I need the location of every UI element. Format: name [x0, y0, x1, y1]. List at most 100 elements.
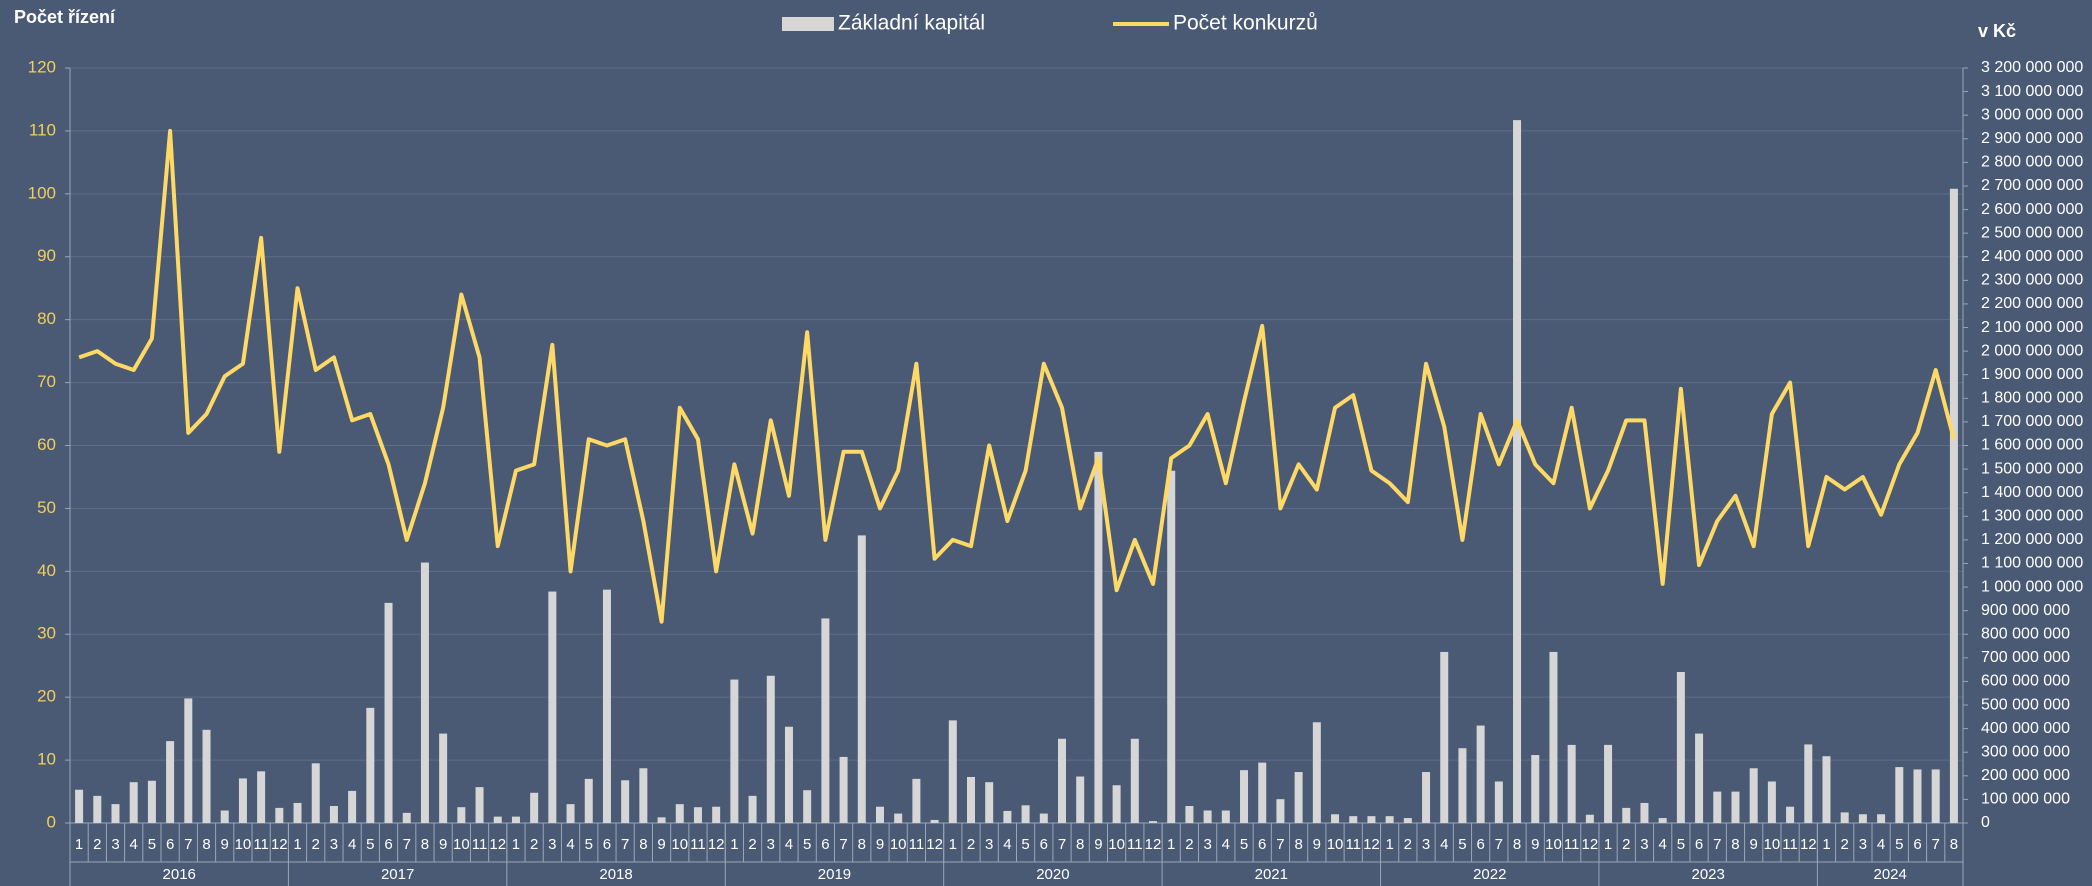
y2-tick-label: 1 100 000 000: [1981, 555, 2083, 572]
bar: [1076, 776, 1085, 823]
bar: [1003, 810, 1012, 823]
x-tick-label: 6: [1913, 836, 1921, 853]
x-tick-label: 5: [366, 836, 374, 853]
bar: [93, 795, 102, 823]
x-tick-label: 9: [1313, 836, 1321, 853]
left-axis-title: Počet řízení: [14, 7, 116, 27]
x-tick-label: 6: [384, 836, 392, 853]
y2-tick-label: 1 900 000 000: [1981, 366, 2083, 383]
x-tick-label: 4: [1658, 836, 1666, 853]
x-tick-label: 5: [1458, 836, 1466, 853]
y2-tick-label: 700 000 000: [1981, 649, 2070, 666]
bar: [402, 812, 411, 823]
y2-tick-label: 1 500 000 000: [1981, 460, 2083, 477]
y2-tick-label: 2 700 000 000: [1981, 177, 2083, 194]
line: [78, 128, 1956, 624]
bar: [1949, 188, 1958, 824]
x-tick-label: 12: [1145, 836, 1162, 853]
x-tick-label: 7: [1713, 836, 1721, 853]
bar: [1112, 785, 1121, 823]
x-tick-label: 8: [858, 836, 866, 853]
bar: [1713, 791, 1722, 823]
x-tick-label: 2: [967, 836, 975, 853]
x-tick-label: 10: [453, 836, 470, 853]
x-tick-label: 11: [1564, 836, 1580, 853]
y2-tick-label: 600 000 000: [1981, 673, 2070, 690]
bar: [675, 804, 684, 823]
bar: [1731, 791, 1740, 823]
y2-tick-label: 2 900 000 000: [1981, 130, 2083, 147]
bar: [584, 778, 593, 823]
x-tick-label: 7: [839, 836, 847, 853]
bar: [1585, 814, 1594, 823]
bar: [1403, 818, 1412, 823]
bar: [311, 763, 320, 823]
x-tick-label: 11: [1127, 836, 1143, 853]
x-tick-label: 12: [926, 836, 943, 853]
x-tick-label: 9: [439, 836, 447, 853]
bar: [1604, 744, 1613, 823]
x-tick-label: 6: [603, 836, 611, 853]
bar: [439, 733, 448, 823]
bar: [875, 806, 884, 823]
bar: [1039, 813, 1048, 823]
x-tick-label: 4: [348, 836, 356, 853]
y2-tick-label: 3 100 000 000: [1981, 83, 2083, 100]
x-group-label: 2024: [1874, 866, 1907, 883]
x-tick-label: 12: [1363, 836, 1380, 853]
bar: [1549, 651, 1558, 823]
y2-tick-label: 2 100 000 000: [1981, 319, 2083, 336]
x-tick-label: 2: [312, 836, 320, 853]
y2-tick-label: 100 000 000: [1981, 791, 2070, 808]
y2-tick-label: 2 600 000 000: [1981, 201, 2083, 218]
bar: [1021, 805, 1030, 823]
bar: [1276, 799, 1285, 823]
bar: [475, 787, 484, 823]
y2-tick-label: 200 000 000: [1981, 767, 2070, 784]
bar: [566, 804, 575, 823]
bar: [1476, 725, 1485, 823]
y2-tick-label: 2 500 000 000: [1981, 224, 2083, 241]
y2-tick-label: 1 400 000 000: [1981, 484, 2083, 501]
x-tick-label: 10: [671, 836, 688, 853]
bar: [1931, 769, 1940, 823]
bar: [1658, 818, 1667, 823]
x-tick-label: 11: [690, 836, 706, 853]
bar: [75, 789, 84, 823]
x-tick-label: 6: [166, 836, 174, 853]
bar: [548, 591, 557, 823]
bar: [1203, 810, 1212, 823]
y2-tick-label: 2 400 000 000: [1981, 248, 2083, 265]
bar: [712, 806, 721, 823]
x-tick-label: 1: [1604, 836, 1612, 853]
x-tick-label: 2: [1622, 836, 1630, 853]
y-tick-label: 110: [29, 120, 56, 139]
bar: [511, 816, 520, 823]
x-tick-label: 1: [1385, 836, 1393, 853]
x-tick-label: 9: [221, 836, 229, 853]
x-tick-label: 11: [253, 836, 269, 853]
bar: [1786, 806, 1795, 823]
bar: [202, 729, 211, 823]
x-group-label: 2022: [1473, 866, 1506, 883]
bar: [147, 780, 156, 823]
x-tick-label: 9: [876, 836, 884, 853]
x-tick-label: 4: [1440, 836, 1448, 853]
x-tick-label: 6: [1040, 836, 1048, 853]
bar: [220, 810, 229, 823]
x-tick-label: 3: [1640, 836, 1648, 853]
x-tick-label: 3: [985, 836, 993, 853]
bar: [1240, 770, 1249, 823]
bar: [857, 535, 866, 823]
y2-tick-label: 800 000 000: [1981, 625, 2070, 642]
bar: [821, 618, 830, 823]
x-tick-label: 2: [748, 836, 756, 853]
x-tick-label: 4: [1222, 836, 1230, 853]
x-tick-label: 3: [330, 836, 338, 853]
bar: [1331, 814, 1340, 823]
bar: [530, 792, 539, 823]
bar: [1822, 756, 1831, 823]
bar: [493, 816, 502, 823]
y2-tick-label: 1 700 000 000: [1981, 413, 2083, 430]
